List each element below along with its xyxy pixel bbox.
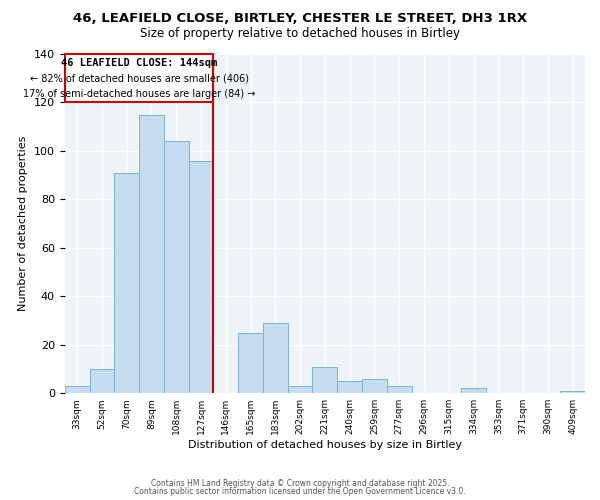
- Bar: [461, 388, 486, 393]
- Bar: [313, 366, 337, 393]
- Bar: [362, 378, 387, 393]
- Bar: [263, 323, 288, 393]
- X-axis label: Distribution of detached houses by size in Birtley: Distribution of detached houses by size …: [188, 440, 462, 450]
- Text: Size of property relative to detached houses in Birtley: Size of property relative to detached ho…: [140, 28, 460, 40]
- Bar: [188, 160, 214, 393]
- Bar: [89, 369, 115, 393]
- Y-axis label: Number of detached properties: Number of detached properties: [19, 136, 28, 312]
- Text: 17% of semi-detached houses are larger (84) →: 17% of semi-detached houses are larger (…: [23, 88, 255, 99]
- Text: Contains HM Land Registry data © Crown copyright and database right 2025.: Contains HM Land Registry data © Crown c…: [151, 478, 449, 488]
- Bar: [139, 114, 164, 393]
- Text: ← 82% of detached houses are smaller (406): ← 82% of detached houses are smaller (40…: [29, 73, 248, 83]
- Bar: [387, 386, 412, 393]
- Bar: [238, 332, 263, 393]
- FancyBboxPatch shape: [65, 54, 214, 102]
- Bar: [560, 391, 585, 393]
- Bar: [337, 381, 362, 393]
- Bar: [164, 141, 188, 393]
- Text: Contains public sector information licensed under the Open Government Licence v3: Contains public sector information licen…: [134, 487, 466, 496]
- Bar: [65, 386, 89, 393]
- Bar: [288, 386, 313, 393]
- Bar: [115, 172, 139, 393]
- Text: 46, LEAFIELD CLOSE, BIRTLEY, CHESTER LE STREET, DH3 1RX: 46, LEAFIELD CLOSE, BIRTLEY, CHESTER LE …: [73, 12, 527, 26]
- Text: 46 LEAFIELD CLOSE: 144sqm: 46 LEAFIELD CLOSE: 144sqm: [61, 58, 217, 68]
